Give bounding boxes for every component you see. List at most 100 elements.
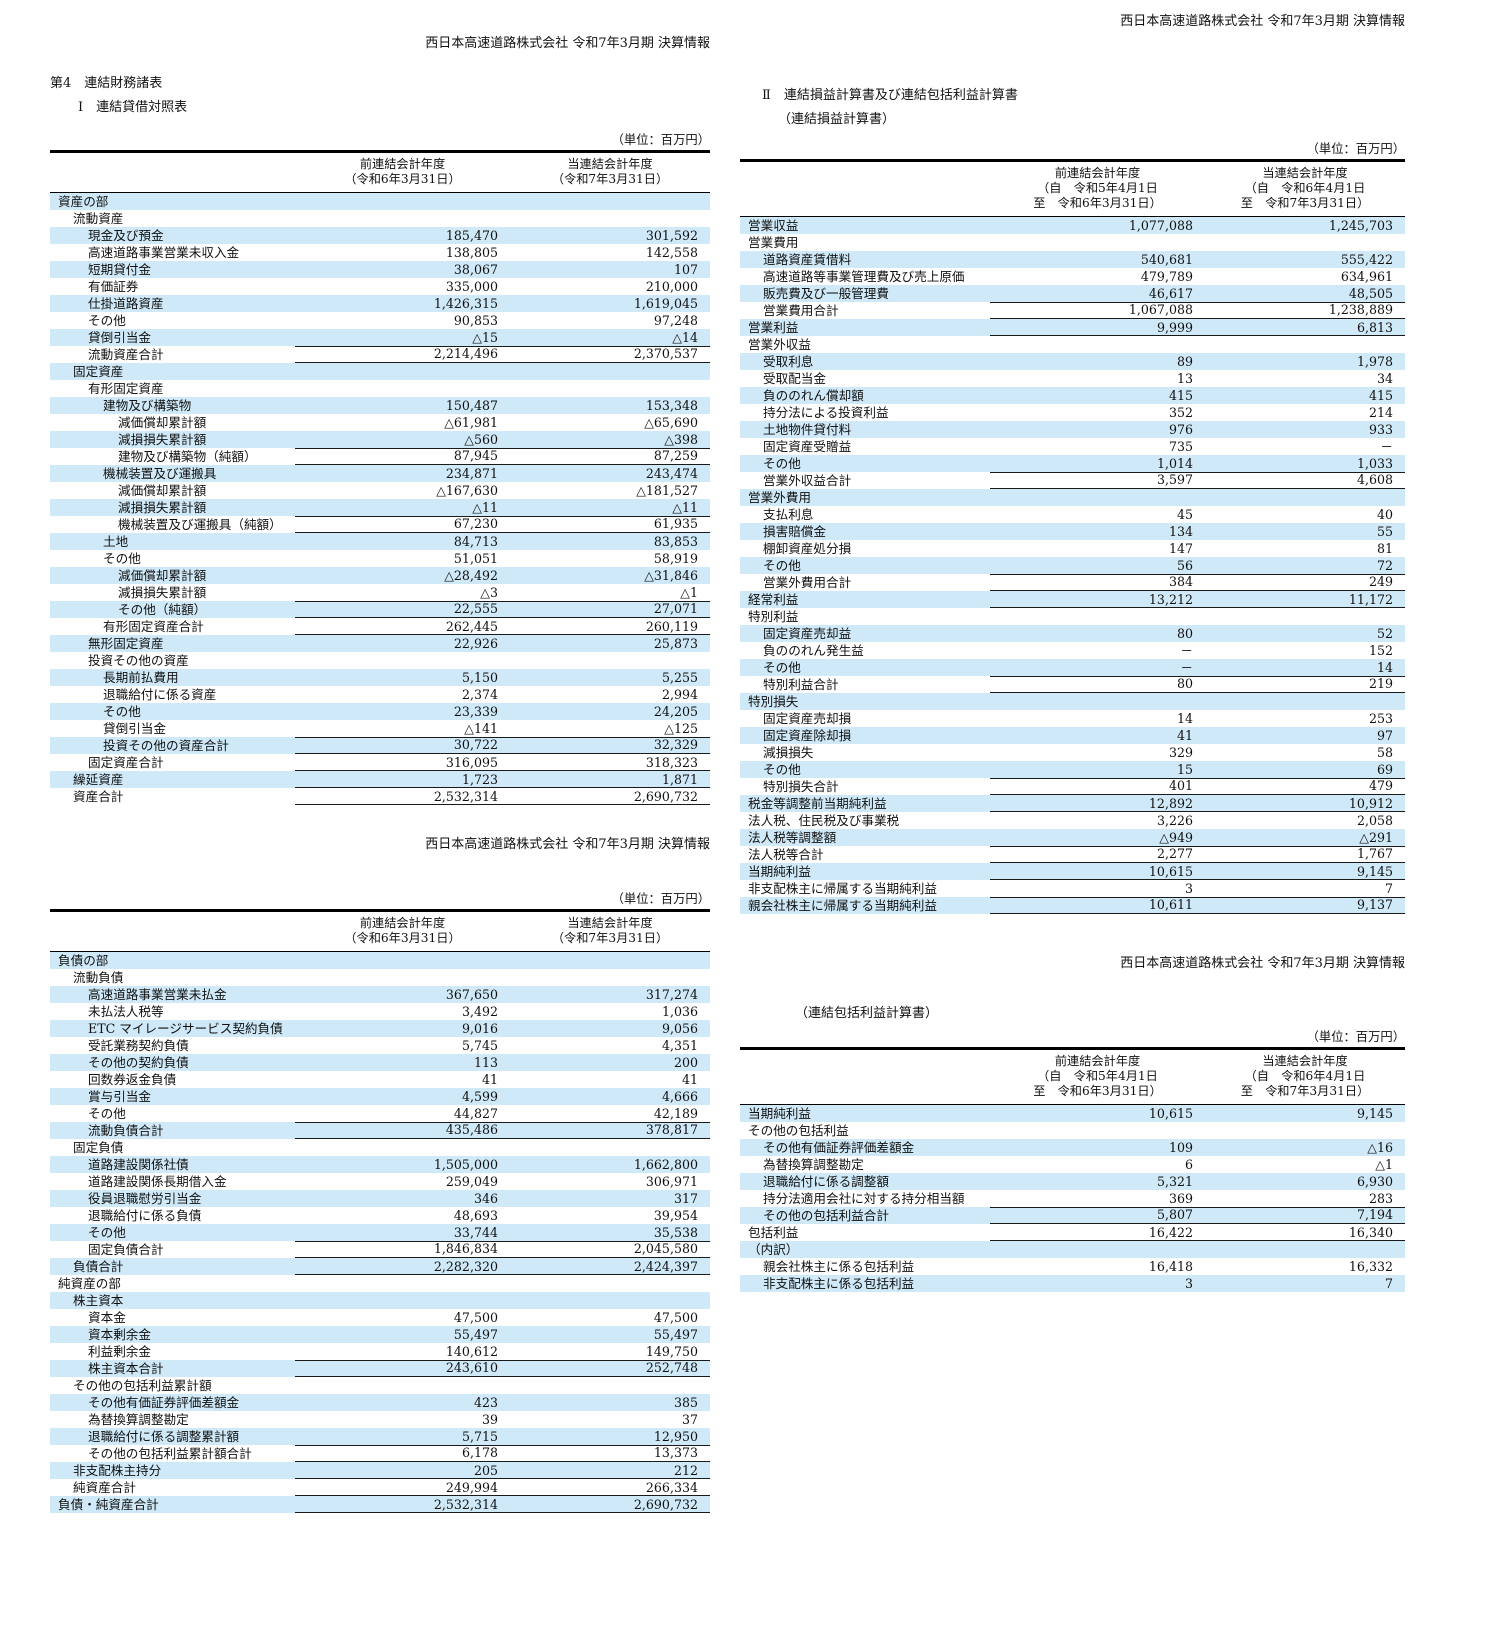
current-year-value: 42,189: [653, 1106, 698, 1121]
prior-year-value: △15: [472, 330, 498, 345]
current-year-value: 212: [510, 1462, 710, 1479]
prior-year-value: 369: [1168, 1191, 1193, 1206]
current-year-value: 55: [1376, 524, 1393, 539]
prior-year-value: [990, 608, 1205, 625]
prior-year-value: 249,994: [295, 1479, 510, 1496]
row-label: 非支配株主に帰属する当期純利益: [748, 881, 937, 896]
row-label: その他の包括利益累計額合計: [88, 1446, 252, 1461]
current-year-value: 2,690,732: [510, 788, 710, 805]
table-row: その他 － 14: [740, 659, 1405, 676]
current-year-value: 35,538: [653, 1225, 698, 1240]
table-row: 減価償却累計額 △28,492 △31,846: [50, 567, 710, 584]
current-year-value: 249: [1205, 574, 1405, 591]
row-label: 固定負債合計: [88, 1242, 164, 1257]
prior-year-value: 109: [1168, 1140, 1193, 1155]
row-label: その他: [88, 313, 126, 328]
prior-year-value: △141: [464, 721, 498, 736]
current-year-value: 58: [1376, 745, 1393, 760]
row-label: 高速道路等事業管理費及び売上原価: [763, 269, 965, 284]
current-year-value: 7,194: [1205, 1207, 1405, 1224]
current-year-column-header: 当連結会計年度 （令和7年3月31日）: [551, 916, 669, 945]
row-label: 損害賠償金: [763, 524, 826, 539]
table-header-row: 前連結会計年度 （自 令和5年4月1日至 令和6年3月31日） 当連結会計年度 （自 …: [740, 162, 1405, 217]
prior-year-value: 10,615: [1148, 1106, 1193, 1121]
current-year-value: 1,033: [1356, 456, 1393, 471]
table-row: 利益剰余金 140,612 149,750: [50, 1343, 710, 1360]
prior-year-value: △167,630: [436, 483, 498, 498]
table-row: 建物及び構築物（純額） 87,945 87,259: [50, 448, 710, 465]
row-label: その他: [763, 762, 801, 777]
current-year-value: 39,954: [653, 1208, 698, 1223]
current-year-value: [1205, 608, 1405, 625]
table-row: 繰延資産 1,723 1,871: [50, 771, 710, 788]
row-label: 包括利益: [748, 1225, 799, 1240]
row-label: 株主資本: [73, 1293, 124, 1308]
row-label: 税金等調整前当期純利益: [748, 796, 887, 811]
prior-year-value: 15: [1176, 762, 1193, 777]
section-title: 第4 連結財務諸表: [50, 76, 163, 91]
table-row: その他有価証券評価差額金 423 385: [50, 1394, 710, 1411]
row-label: 営業費用合計: [763, 303, 839, 318]
prior-year-value: △61,981: [444, 415, 498, 430]
current-year-value: 83,853: [653, 534, 698, 549]
prior-year-value: [990, 1241, 1205, 1258]
current-year-value: 301,592: [645, 228, 698, 243]
row-label: 退職給付に係る資産: [103, 687, 217, 702]
income-statement-section-title: Ⅱ 連結損益計算書及び連結包括利益計算書: [762, 88, 1018, 103]
prior-year-value: 56: [1176, 558, 1193, 573]
row-label: 法人税等合計: [748, 847, 824, 862]
prior-year-value: 80: [1176, 626, 1193, 641]
table-row: 受取配当金 13 34: [740, 370, 1405, 387]
prior-year-value: [295, 1292, 510, 1309]
prior-year-value: 2,532,314: [295, 1496, 510, 1513]
row-label: 土地物件貸付料: [763, 422, 852, 437]
current-year-value: 260,119: [510, 618, 710, 635]
table-row: 純資産の部: [50, 1275, 710, 1292]
row-label: 現金及び預金: [88, 228, 164, 243]
table-row: 仕掛道路資産 1,426,315 1,619,045: [50, 295, 710, 312]
row-label: 持分法による投資利益: [763, 405, 889, 420]
table-row: 土地物件貸付料 976 933: [740, 421, 1405, 438]
table-row: 棚卸資産処分損 147 81: [740, 540, 1405, 557]
current-year-value: 152: [1368, 643, 1393, 658]
current-year-value: 7: [1384, 1276, 1393, 1291]
current-year-value: 1,662,800: [633, 1157, 698, 1172]
header-spacer: [50, 916, 295, 946]
prior-year-value: 1,067,088: [990, 302, 1205, 319]
table-row: 減損損失累計額 △11 △11: [50, 499, 710, 516]
prior-year-value: 1,077,088: [1128, 218, 1193, 233]
prior-year-value: 10,611: [990, 897, 1205, 914]
row-label: 役員退職慰労引当金: [88, 1191, 202, 1206]
prior-year-value: 13,212: [990, 591, 1205, 608]
prior-year-value: 6: [1184, 1157, 1193, 1172]
row-label: その他: [763, 456, 801, 471]
current-year-value: 48,505: [1348, 286, 1393, 301]
current-year-value: 9,056: [661, 1021, 698, 1036]
row-label: 機械装置及び運搬具: [103, 466, 217, 481]
table-row: 固定資産除却損 41 97: [740, 727, 1405, 744]
current-year-value: 24,205: [653, 704, 698, 719]
table-row: 有価証券 335,000 210,000: [50, 278, 710, 295]
table-row: 営業外費用合計 384 249: [740, 574, 1405, 591]
current-year-value: 12,950: [653, 1429, 698, 1444]
row-label: 固定資産売却益: [763, 626, 852, 641]
current-year-value: 9,145: [1205, 863, 1405, 880]
balance-sheet-column: 西日本高速道路株式会社 令和7年3月期 決算情報 第4 連結財務諸表 Ⅰ 連結貸…: [50, 0, 710, 1513]
row-label: 親会社株主に係る包括利益: [763, 1259, 915, 1274]
current-year-value: [510, 1377, 710, 1394]
current-year-value: △1: [1375, 1157, 1393, 1172]
company-period-header: 西日本高速道路株式会社 令和7年3月期 決算情報: [425, 36, 710, 51]
prior-year-value: 138,805: [445, 245, 498, 260]
table-row: 高速道路等事業管理費及び売上原価 479,789 634,961: [740, 268, 1405, 285]
income-statement-table: 前連結会計年度 （自 令和5年4月1日至 令和6年3月31日） 当連結会計年度 （自 …: [740, 159, 1405, 914]
unit-label: （単位：百万円）: [1306, 142, 1405, 156]
row-label: その他: [103, 704, 141, 719]
current-year-value: [510, 363, 710, 380]
current-year-value: [510, 1139, 710, 1156]
prior-year-value: 1,426,315: [433, 296, 498, 311]
current-year-value: 153,348: [645, 398, 698, 413]
current-year-value: 2,045,580: [510, 1241, 710, 1258]
row-label: 営業外費用: [748, 490, 811, 505]
current-year-value: 214: [1368, 405, 1393, 420]
table-row: その他（純額） 22,555 27,071: [50, 601, 710, 618]
